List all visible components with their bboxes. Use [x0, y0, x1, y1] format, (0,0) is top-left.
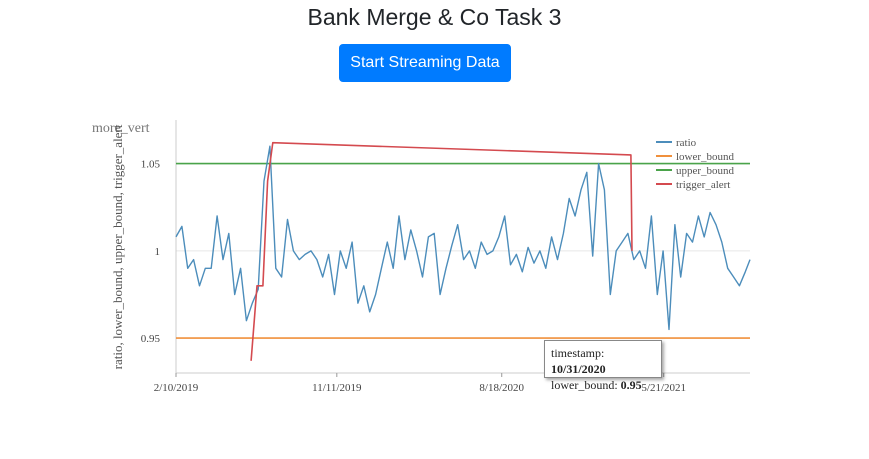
y-tick-label: 0.95: [141, 333, 161, 345]
chart-tooltip: timestamp: 10/31/2020 lower_bound: 0.95: [544, 340, 662, 392]
legend-label-upper-bound: upper_bound: [676, 165, 735, 177]
x-tick-label: 8/18/2020: [479, 382, 524, 394]
legend-label-trigger-alert: trigger_alert: [676, 179, 730, 191]
y-axis-label: ratio, lower_bound, upper_bound, trigger…: [110, 124, 125, 369]
page-title: Bank Merge & Co Task 3: [307, 4, 562, 30]
chart-grid: [176, 163, 750, 339]
chart-legend: ratio lower_bound upper_bound trigger_alert: [656, 137, 735, 191]
start-streaming-button[interactable]: Start Streaming Data: [339, 44, 511, 82]
chart-axes: 0.95 1 1.05 2/10/2019 11/11/2019 8/18/2020 5/2…: [141, 120, 750, 394]
series-line-ratio: [175, 145, 751, 331]
chart-series: [175, 141, 751, 361]
series-line-trigger-alert: [250, 141, 633, 361]
y-tick-label: 1: [155, 246, 161, 258]
x-tick-label: 5/21/2021: [641, 382, 686, 394]
legend-label-lower-bound: lower_bound: [676, 151, 735, 163]
tooltip-timestamp-label: timestamp:: [551, 346, 605, 360]
tooltip-timestamp-value: 10/31/2020: [551, 362, 606, 376]
y-tick-label: 1.05: [141, 159, 161, 171]
tooltip-bound-label: lower_bound:: [551, 378, 618, 392]
more-vert-icon[interactable]: more_vert: [92, 121, 150, 136]
legend-label-ratio: ratio: [676, 137, 697, 149]
x-tick-label: 11/11/2019: [312, 382, 362, 394]
tooltip-bound-value: 0.95: [620, 378, 642, 392]
x-tick-label: 2/10/2019: [154, 382, 199, 394]
